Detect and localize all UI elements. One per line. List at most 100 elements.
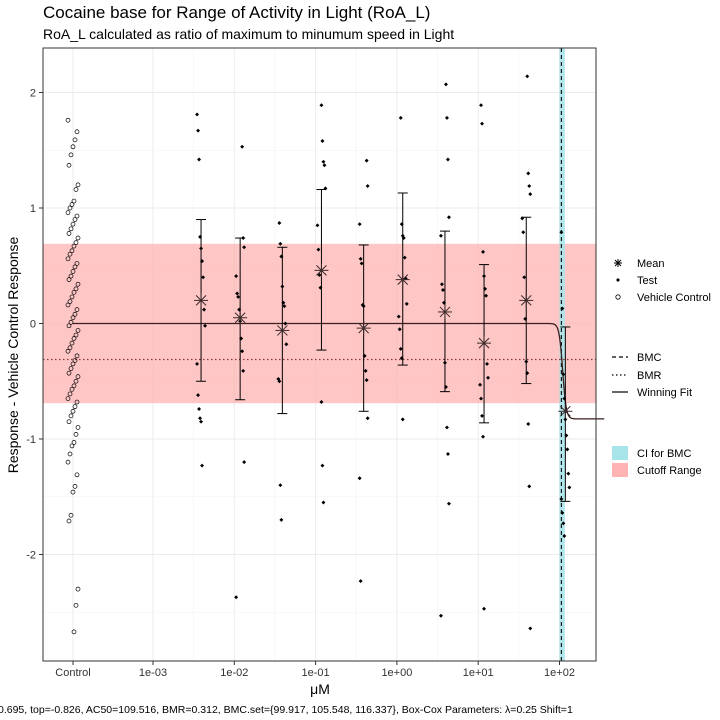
y-axis-ticks: 2 1 0 -1 -2	[26, 88, 43, 562]
mean-marker	[519, 293, 534, 308]
mean-marker-stroke	[439, 306, 451, 318]
vehicle-control-point	[67, 251, 73, 257]
test-point	[443, 82, 448, 87]
test-point	[446, 501, 451, 506]
vehicle-control-point	[74, 307, 80, 312]
legend-ci-swatch	[612, 446, 628, 460]
mean-marker	[395, 272, 410, 287]
vehicle-control-point	[73, 286, 79, 292]
vehicle-control-point	[69, 340, 75, 346]
vehicle-control-point	[75, 281, 81, 287]
vehicle-control-point	[74, 472, 80, 478]
vehicle-control-point	[65, 256, 71, 262]
test-point	[196, 128, 201, 133]
y-tick-label: -1	[26, 434, 36, 446]
legend-label: CI for BMC	[637, 448, 691, 460]
vehicle-control-point	[66, 277, 72, 282]
legend-label: Winning Fit	[637, 387, 692, 399]
test-point	[365, 184, 370, 189]
vehicle-control-point	[75, 235, 81, 241]
legend-label: Vehicle Control	[637, 292, 711, 304]
x-tick-label: Control	[55, 667, 90, 679]
panel-border	[42, 47, 597, 662]
mean-marker-stroke	[520, 295, 532, 306]
vehicle-control-point	[75, 425, 81, 430]
test-point	[480, 121, 485, 126]
mean-marker-stroke	[234, 312, 246, 324]
test-point	[322, 163, 327, 168]
vehicle-control-point	[74, 399, 80, 405]
vehicle-control-point	[71, 336, 77, 341]
test-point	[566, 471, 571, 476]
mean-marker-stroke	[276, 325, 288, 336]
vehicle-control-point	[71, 629, 77, 635]
test-point	[526, 422, 531, 426]
test-point	[479, 103, 484, 108]
vehicle-control-point	[68, 413, 74, 419]
vehicle-control-point	[73, 187, 79, 192]
legend-label: Test	[637, 275, 657, 287]
vehicle-control-point	[65, 459, 71, 465]
x-tick-label: 1e-01	[302, 667, 330, 679]
test-point	[404, 301, 409, 306]
vehicle-control-point	[73, 332, 79, 338]
mean-marker	[356, 321, 371, 336]
mean-marker	[314, 263, 329, 278]
vehicle-control-point	[66, 419, 72, 425]
mean-marker	[194, 293, 209, 308]
vehicle-control-point	[65, 348, 71, 354]
mean-markers	[194, 189, 573, 502]
vehicle-control-point	[66, 231, 72, 236]
vehicle-control-point	[68, 273, 74, 279]
vehicle-control-point	[75, 586, 81, 592]
vehicle-control-point	[74, 261, 80, 266]
y-axis-title: Response - Vehicle Control Response	[5, 236, 21, 473]
mean-marker	[437, 304, 452, 319]
test-point	[359, 261, 364, 266]
vehicle-control-point	[71, 243, 77, 249]
test-point	[200, 463, 205, 468]
test-point	[277, 221, 282, 225]
test-point	[278, 483, 283, 488]
mean-marker	[558, 404, 573, 419]
vehicle-control-point	[66, 162, 72, 168]
mean-marker	[477, 336, 492, 351]
legend-stroke	[614, 259, 622, 267]
mean-marker-stroke	[559, 405, 571, 417]
shaded-bands	[43, 48, 596, 661]
x-tick-label: 1e-03	[139, 667, 167, 679]
legend-mean-symbol	[614, 259, 622, 267]
test-point	[195, 112, 200, 117]
mean-marker-stroke	[358, 322, 370, 334]
test-point	[199, 419, 204, 424]
test-point	[438, 233, 443, 238]
test-point	[320, 139, 325, 143]
legend: Mean Test Vehicle Control BMC BMR Winning Fit…	[612, 258, 711, 477]
vehicle-control-point	[68, 226, 74, 232]
test-point	[320, 463, 325, 468]
vehicle-control-point	[73, 432, 79, 437]
vehicle-control-point	[73, 602, 79, 608]
test-point	[482, 606, 487, 611]
x-tick-label: 1e+02	[544, 667, 575, 679]
vehicle-control-point	[66, 370, 72, 376]
mean-marker-stroke	[195, 295, 207, 306]
test-point	[445, 452, 450, 456]
test-point	[565, 447, 570, 452]
test-point	[567, 485, 572, 490]
test-point	[242, 245, 247, 250]
vehicle-control-point	[74, 213, 80, 219]
vehicle-control-point	[72, 264, 78, 270]
test-point	[561, 521, 566, 526]
bmc-ci-band	[559, 48, 565, 661]
vehicle-control-point	[66, 518, 72, 524]
vehicle-control-point	[69, 443, 75, 449]
test-point	[316, 247, 321, 252]
vehicle-control-point	[70, 221, 76, 227]
test-point	[521, 230, 526, 235]
test-point	[198, 416, 203, 421]
y-tick-label: 0	[30, 319, 36, 331]
mean-marker	[275, 323, 290, 338]
legend-label: Mean	[637, 258, 665, 270]
vehicle-control-point	[73, 378, 79, 384]
